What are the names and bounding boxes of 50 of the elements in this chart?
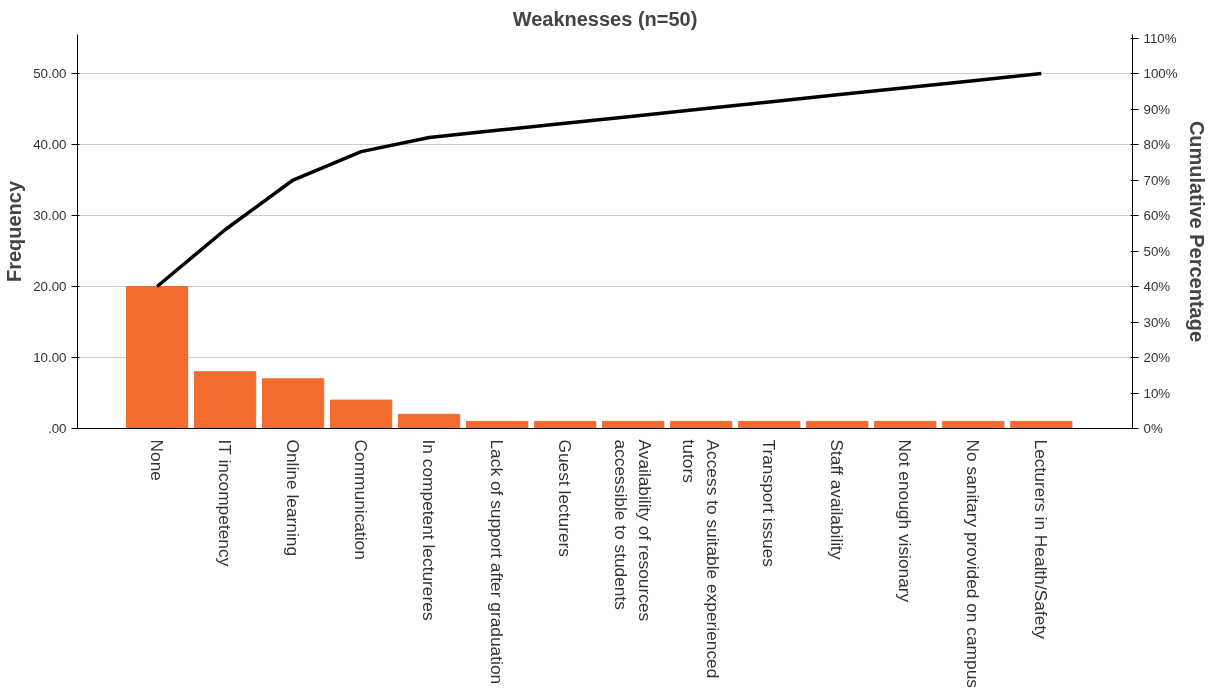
y2-tick-label: 70% <box>1143 172 1171 188</box>
bar <box>738 420 801 429</box>
chart-title: Weaknesses (n=50) <box>512 7 698 30</box>
y2-tick-label: 90% <box>1143 101 1171 117</box>
x-tick-label: In competent lectureres <box>419 439 440 621</box>
y-tick-label: .00 <box>47 421 67 436</box>
bar <box>125 286 189 429</box>
bar <box>262 378 325 429</box>
x-tick-label: Transport issues <box>759 439 780 568</box>
y2-tick-label: 20% <box>1143 350 1171 366</box>
y-axis-title: Frequency <box>3 180 26 283</box>
bar <box>602 420 665 429</box>
bar <box>670 420 733 429</box>
x-tick-label: Guest lecturers <box>555 439 576 558</box>
y2-tick-label: 40% <box>1143 279 1171 295</box>
y2-tick-label: 60% <box>1143 208 1171 224</box>
bar <box>330 399 393 429</box>
y2-tick-label: 0% <box>1143 421 1163 436</box>
line-series <box>155 71 1044 289</box>
bar <box>806 420 869 429</box>
x-tick-label: IT incompetency <box>215 439 236 567</box>
y2-tick-label: 10% <box>1143 385 1171 401</box>
bar <box>194 371 257 429</box>
x-tick-label: Access to suitable experienced tutors <box>679 439 724 679</box>
y2-axis-title: Cumulative Percentage <box>1185 120 1208 343</box>
x-tick-label: Lecturers in Health/Safety <box>1031 439 1052 640</box>
y-tick-label: 50.00 <box>33 66 67 82</box>
x-tick-label: No sanitary provided on campus <box>963 439 984 689</box>
y2-tick-label: 80% <box>1143 137 1171 153</box>
y2-tick-label: 100% <box>1143 66 1178 82</box>
bar <box>534 420 597 429</box>
bar <box>942 420 1005 429</box>
bar <box>466 420 529 429</box>
y2-tick-label: 50% <box>1143 243 1171 259</box>
x-tick-label: None <box>147 439 168 481</box>
y-tick-label: 40.00 <box>33 137 67 153</box>
x-tick-label: Online learning <box>283 439 304 557</box>
x-tick-label: Not enough visionary <box>895 439 916 603</box>
y-tick-label: 30.00 <box>33 208 67 224</box>
x-tick-label: Communication <box>351 439 372 560</box>
y-tick-label: 10.00 <box>33 350 67 366</box>
x-tick-label: Lack of support after graduation <box>487 439 508 685</box>
y-tick-label: 20.00 <box>33 279 67 295</box>
bar <box>398 413 461 429</box>
x-tick-label: Staff availability <box>827 439 848 560</box>
x-tick-label: Availability of resources accessible to students <box>611 439 656 622</box>
y2-tick-label: 30% <box>1143 314 1171 330</box>
bar <box>1010 420 1073 429</box>
bar <box>874 420 937 429</box>
y2-tick-label: 110% <box>1143 30 1177 46</box>
